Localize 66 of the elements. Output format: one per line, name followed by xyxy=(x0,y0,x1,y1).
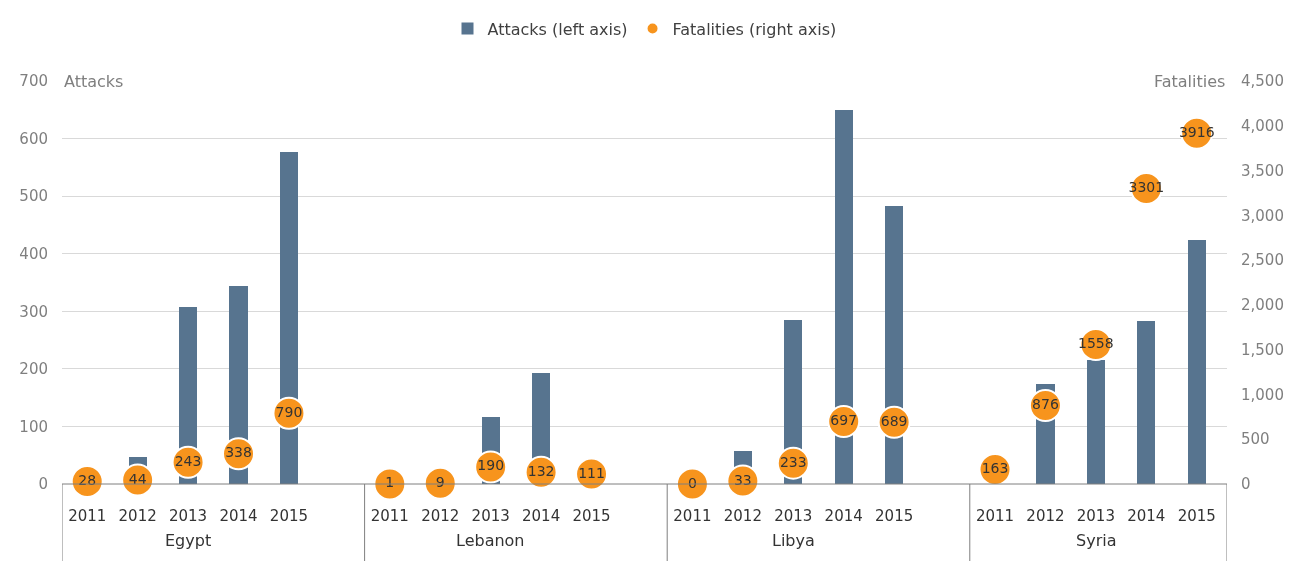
x-tick-label: 2013 xyxy=(471,507,510,525)
y-tick-label: 400 xyxy=(19,244,48,263)
text: Libya xyxy=(772,531,815,550)
data-label: 1 xyxy=(385,474,395,491)
x-tick-label: 2015 xyxy=(572,507,611,525)
y-tick-label: 300 xyxy=(19,302,48,321)
x-tick-label: 2011 xyxy=(370,507,409,525)
y-axis-title: Attacks xyxy=(64,72,124,91)
x-tick-label: 2012 xyxy=(723,507,762,525)
data-label: 0 xyxy=(687,474,697,491)
text: Lebanon xyxy=(456,531,525,550)
y2-tick-label: 3,500 xyxy=(1241,161,1284,180)
x-tick-label: 2014 xyxy=(1127,507,1166,525)
x-tick-label: 2012 xyxy=(421,507,460,525)
x-tick-label: 2014 xyxy=(522,507,561,525)
y-tick-label: 0 xyxy=(38,475,48,494)
data-label: 132 xyxy=(527,462,555,479)
x-tick-label: 2013 xyxy=(168,507,208,525)
y-tick-label: 700 xyxy=(19,72,48,91)
x-tick-label: 2012 xyxy=(118,507,157,525)
data-label: 44 xyxy=(128,470,147,487)
x-tick-label: 2013 xyxy=(1076,507,1115,525)
data-label: 697 xyxy=(830,412,858,429)
bar xyxy=(1087,360,1105,484)
data-label: 28 xyxy=(78,471,97,488)
x-tick-label: 2013 xyxy=(774,507,813,525)
y2-tick-label: 3,000 xyxy=(1241,206,1284,225)
x-tick-label: 2015 xyxy=(875,507,914,525)
data-label: 338 xyxy=(225,444,252,461)
x-tick-label: 2014 xyxy=(824,507,863,525)
y2-tick-label: 0 xyxy=(1241,475,1251,494)
y2-axis-title: Fatalities xyxy=(1154,72,1226,91)
x-tick-label: 2015 xyxy=(1177,507,1216,525)
x-tick-label: 2012 xyxy=(1026,507,1065,525)
y2-tick-label: 4,500 xyxy=(1241,72,1284,91)
y2-tick-label: 1,500 xyxy=(1241,340,1284,359)
y-tick-label: 200 xyxy=(19,360,48,379)
y2-tick-label: 500 xyxy=(1241,430,1270,449)
x-tick-label: 2015 xyxy=(269,507,309,525)
y2-tick-label: 2,500 xyxy=(1241,251,1284,270)
data-label: 9 xyxy=(435,473,445,490)
y2-tick-label: 1,000 xyxy=(1241,385,1284,404)
data-label: 33 xyxy=(733,471,752,488)
x-tick-label: 2011 xyxy=(673,507,712,525)
data-label: 233 xyxy=(779,453,807,470)
text: Egypt xyxy=(165,531,212,550)
data-label: 790 xyxy=(275,403,303,420)
x-tick-label: 2014 xyxy=(219,507,258,525)
legend-label: Fatalities (right axis) xyxy=(672,19,837,39)
data-label: 876 xyxy=(1032,396,1059,413)
y-tick-label: 100 xyxy=(19,417,48,436)
bar xyxy=(1188,240,1206,484)
legend-label: Attacks (left axis) xyxy=(487,19,628,39)
x-tick-label: 2011 xyxy=(975,507,1015,525)
y2-tick-label: 2,000 xyxy=(1241,296,1284,315)
data-label: 689 xyxy=(880,412,908,429)
y-tick-label: 600 xyxy=(19,129,48,148)
data-label: 190 xyxy=(477,457,505,474)
text: Syria xyxy=(1076,531,1117,550)
data-label: 111 xyxy=(578,464,605,481)
bar xyxy=(1137,321,1155,484)
data-label: 243 xyxy=(174,452,202,469)
y2-tick-label: 4,000 xyxy=(1241,117,1284,136)
y-tick-label: 500 xyxy=(19,187,48,206)
data-label: 163 xyxy=(981,459,1009,476)
x-tick-label: 2011 xyxy=(68,507,107,525)
